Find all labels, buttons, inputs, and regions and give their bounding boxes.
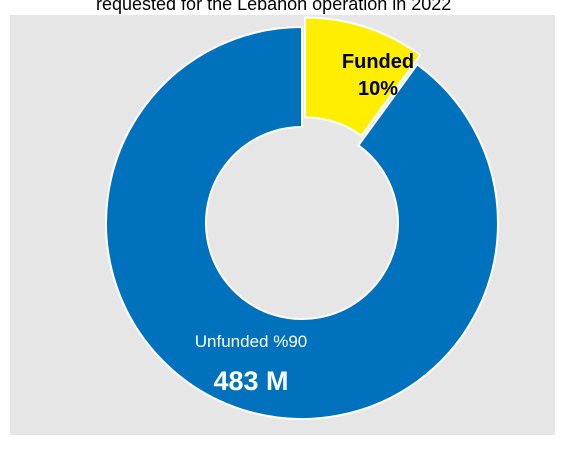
slice-unfunded [105, 25, 499, 420]
slice-label-funded: Funded [342, 51, 414, 73]
chart-title: requested for the Lebanon operation in 2… [96, 0, 452, 14]
slice-label-unfunded: Unfunded %90 [195, 332, 307, 351]
slice-funded [304, 16, 422, 138]
slice-percent-funded: 10% [358, 78, 398, 100]
slice-value-unfunded: 483 M [213, 366, 288, 396]
